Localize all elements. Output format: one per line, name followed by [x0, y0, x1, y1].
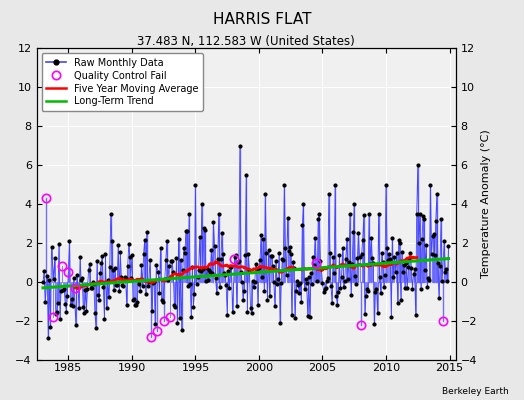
- Text: HARRIS FLAT: HARRIS FLAT: [213, 12, 311, 27]
- Text: Berkeley Earth: Berkeley Earth: [442, 387, 508, 396]
- Y-axis label: Temperature Anomaly (°C): Temperature Anomaly (°C): [482, 130, 492, 278]
- Title: 37.483 N, 112.583 W (United States): 37.483 N, 112.583 W (United States): [137, 35, 355, 48]
- Legend: Raw Monthly Data, Quality Control Fail, Five Year Moving Average, Long-Term Tren: Raw Monthly Data, Quality Control Fail, …: [41, 53, 203, 111]
